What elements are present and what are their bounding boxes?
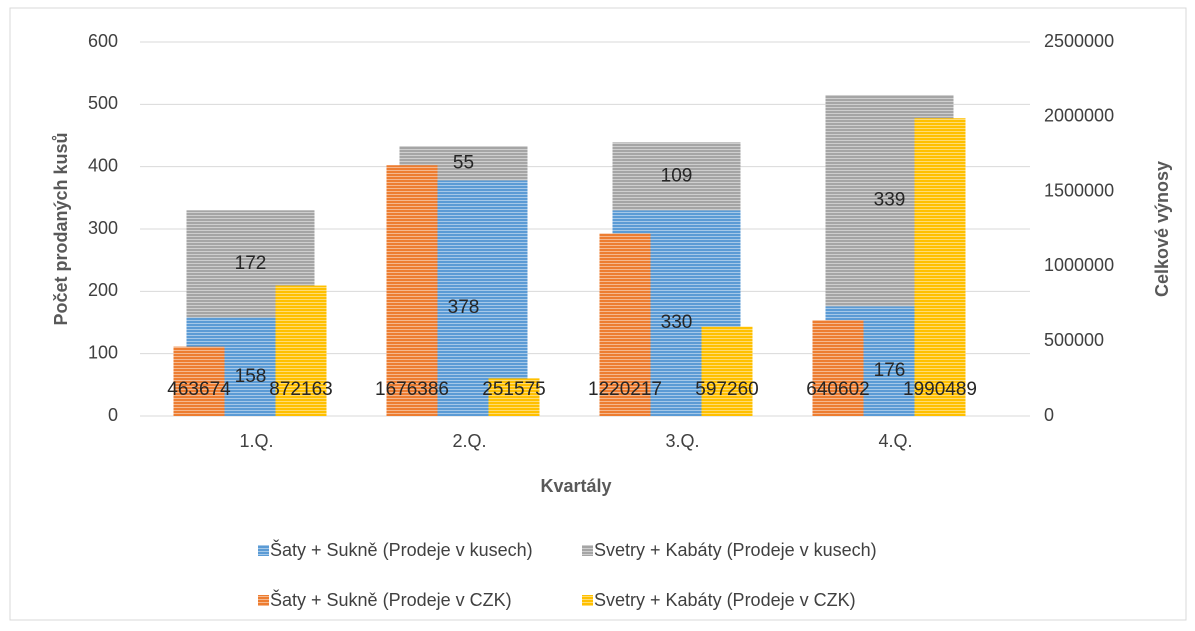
legend-swatch — [582, 595, 593, 606]
y2-tick-label: 1500000 — [1044, 180, 1114, 200]
bar — [386, 165, 438, 416]
y-tick-label: 600 — [88, 31, 118, 51]
data-label: 1220217 — [588, 379, 662, 400]
data-label: 176 — [874, 360, 906, 381]
data-label: 330 — [661, 312, 693, 333]
data-label: 109 — [661, 165, 693, 186]
y-tick-label: 400 — [88, 155, 118, 175]
data-label: 597260 — [695, 379, 758, 400]
y2-axis-title: Celkové výnosy — [1152, 161, 1172, 297]
legend-swatch — [582, 545, 593, 556]
chart-border — [9, 7, 1187, 621]
data-label: 640602 — [806, 379, 869, 400]
legend-label: Šaty + Sukně (Prodeje v CZK) — [270, 589, 512, 610]
y2-tick-label: 2000000 — [1044, 106, 1114, 126]
y-tick-label: 500 — [88, 93, 118, 113]
y-tick-label: 0 — [108, 405, 118, 425]
legend-label: Svetry + Kabáty (Prodeje v kusech) — [594, 540, 877, 560]
bar — [812, 320, 864, 416]
data-label: 1676386 — [375, 379, 449, 400]
data-label: 378 — [448, 297, 480, 318]
data-label: 55 — [453, 152, 474, 173]
data-label: 1990489 — [903, 379, 977, 400]
y-axis-title: Počet prodaných kusů — [51, 132, 71, 325]
y-tick-label: 100 — [88, 342, 118, 362]
bar — [612, 142, 741, 211]
legend-swatch — [258, 545, 269, 556]
legend-label: Šaty + Sukně (Prodeje v kusech) — [270, 539, 533, 560]
bar — [275, 285, 327, 416]
data-label: 172 — [235, 253, 267, 274]
x-axis-title: Kvartály — [540, 476, 611, 496]
legend-label: Svetry + Kabáty (Prodeje v CZK) — [594, 590, 856, 610]
y-tick-label: 300 — [88, 218, 118, 238]
data-label: 339 — [874, 190, 906, 211]
x-tick-label: 3.Q. — [665, 431, 699, 451]
bar — [914, 118, 966, 417]
bar — [488, 378, 540, 416]
y2-tick-label: 1000000 — [1044, 255, 1114, 275]
x-tick-label: 2.Q. — [452, 431, 486, 451]
bar — [599, 233, 651, 416]
data-label: 158 — [235, 366, 267, 387]
data-label: 251575 — [482, 379, 545, 400]
data-label: 872163 — [269, 379, 332, 400]
data-label: 463674 — [167, 379, 231, 400]
bar — [173, 346, 225, 416]
legend-swatch — [258, 595, 269, 606]
x-tick-label: 4.Q. — [878, 431, 912, 451]
y2-tick-label: 2500000 — [1044, 31, 1114, 51]
bar — [701, 326, 753, 416]
y-tick-label: 200 — [88, 280, 118, 300]
x-tick-label: 1.Q. — [239, 431, 273, 451]
y2-tick-label: 0 — [1044, 405, 1054, 425]
y2-tick-label: 500000 — [1044, 330, 1104, 350]
